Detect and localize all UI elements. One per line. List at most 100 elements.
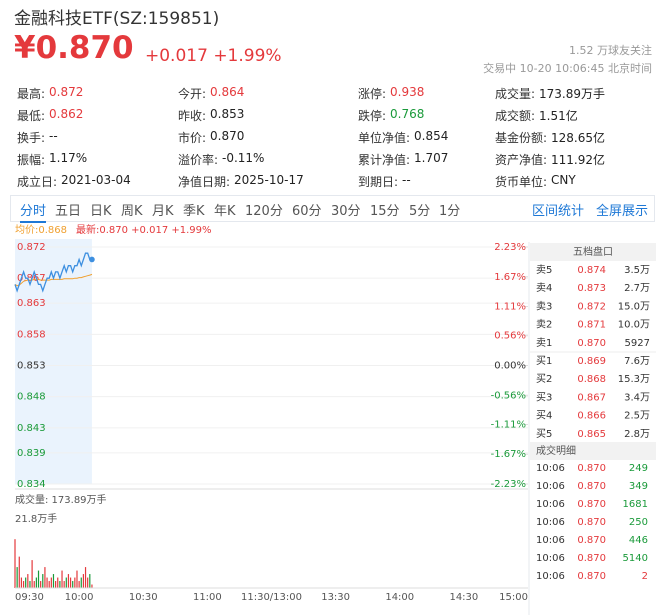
ob-side: 买1 — [536, 355, 552, 367]
stat-value: 1.707 — [414, 151, 449, 165]
volume-max: 21.8万手 — [15, 512, 57, 525]
ob-volume: 5927 — [625, 338, 650, 349]
ob-volume: 2.8万 — [624, 429, 650, 440]
volume-bar — [87, 577, 89, 588]
x-tick-label: 09:30 — [15, 592, 44, 603]
ob-side: 买2 — [536, 373, 552, 385]
stat-value: 0.938 — [390, 85, 425, 99]
x-tick-label: 11:30/13:00 — [241, 592, 302, 603]
y2-tick-label: 0.56% — [494, 331, 526, 342]
ob-price: 0.865 — [577, 429, 606, 440]
x-tick-label: 14:00 — [385, 592, 414, 603]
tab[interactable]: 月K — [152, 204, 174, 219]
y2-tick-label: -2.23% — [491, 479, 526, 490]
stat-value: 0.862 — [49, 107, 84, 121]
ob-price: 0.871 — [577, 320, 606, 331]
tab[interactable]: 1分 — [439, 204, 461, 219]
stat-value: 0.853 — [210, 107, 245, 121]
trade-volume: 446 — [629, 535, 648, 546]
volume-bar — [80, 577, 82, 588]
followers[interactable]: 1.52 万球友关注 — [569, 44, 652, 57]
trade-time: 10:06 — [536, 481, 565, 492]
tab[interactable]: 15分 — [370, 204, 400, 219]
trade-price: 0.870 — [577, 481, 606, 492]
ob-volume: 2.5万 — [624, 411, 650, 422]
tab[interactable]: 日K — [90, 204, 112, 219]
ob-side: 卖5 — [536, 264, 552, 276]
trade-time: 10:06 — [536, 517, 565, 528]
tab[interactable]: 分时 — [20, 200, 47, 223]
avg-label: 均价:0.868 — [15, 224, 67, 236]
tab-bar — [10, 195, 655, 222]
trade-time: 10:06 — [536, 499, 565, 510]
change: +0.017 +1.99% — [145, 46, 282, 66]
stat-value: 0.872 — [49, 85, 84, 99]
ob-price: 0.874 — [577, 265, 606, 276]
volume-bar — [59, 581, 61, 588]
volume-bar — [72, 581, 74, 588]
stat-value: 0.854 — [414, 129, 449, 143]
ob-volume: 15.0万 — [618, 301, 650, 312]
volume-bar — [25, 577, 27, 588]
volume-bar — [84, 567, 87, 588]
stat-label: 最高: — [17, 87, 46, 101]
ob-header — [530, 243, 656, 261]
trade-price: 0.870 — [577, 517, 606, 528]
volume-bar — [46, 577, 48, 588]
x-tick-label: 13:30 — [321, 592, 350, 603]
ob-price: 0.866 — [577, 411, 606, 422]
trade-volume: 2 — [642, 571, 648, 582]
volume-bar — [48, 581, 50, 588]
trade-price: 0.870 — [577, 499, 606, 510]
stat-label: 到期日: — [358, 175, 399, 189]
tab[interactable]: 年K — [214, 204, 236, 219]
y2-tick-label: 1.67% — [494, 272, 526, 283]
volume-bar — [76, 570, 78, 588]
tab[interactable]: 120分 — [245, 204, 283, 219]
volume-bar — [65, 577, 67, 588]
tab[interactable]: 5分 — [409, 204, 431, 219]
trades-title: 成交明细 — [536, 444, 576, 457]
volume-label: 成交量: 173.89万手 — [15, 493, 107, 506]
volume-bar — [42, 574, 44, 588]
stat-label: 资产净值: — [495, 153, 548, 167]
ob-volume: 7.6万 — [624, 356, 650, 367]
tab[interactable]: 60分 — [292, 204, 322, 219]
volume-bar — [31, 560, 33, 588]
x-tick-label: 10:30 — [129, 592, 158, 603]
ob-side: 卖3 — [536, 300, 552, 312]
y-tick-label: 0.853 — [17, 361, 46, 372]
y-tick-label: 0.858 — [17, 329, 46, 340]
y-tick-label: 0.839 — [17, 448, 46, 459]
price: ¥0.870 — [14, 30, 134, 66]
stat-value: 111.92亿 — [551, 153, 605, 167]
trade-time: 10:06 — [536, 571, 565, 582]
stat-label: 换手: — [17, 131, 46, 145]
volume-bar — [37, 570, 40, 588]
stat-value: 1.51亿 — [539, 109, 578, 123]
y-tick-label: 0.848 — [17, 392, 46, 403]
volume-bar — [55, 581, 57, 588]
ob-side: 卖2 — [536, 319, 552, 331]
tab-action[interactable]: 全屏展示 — [596, 204, 649, 219]
stat-value: 173.89万手 — [539, 87, 605, 101]
trade-time: 10:06 — [536, 463, 565, 474]
tab[interactable]: 周K — [121, 204, 143, 219]
status: 交易中 10-20 10:06:45 北京时间 — [483, 62, 652, 75]
trade-price: 0.870 — [577, 535, 606, 546]
volume-bar — [61, 570, 63, 588]
tab[interactable]: 30分 — [331, 204, 361, 219]
trade-time: 10:06 — [536, 553, 565, 564]
ob-price: 0.870 — [577, 338, 606, 349]
last-dot — [89, 256, 95, 263]
tab[interactable]: 季K — [183, 204, 205, 219]
tab-action[interactable]: 区间统计 — [532, 204, 585, 219]
ob-side: 卖4 — [536, 282, 552, 294]
ob-price: 0.867 — [577, 392, 606, 403]
volume-bar — [63, 581, 65, 588]
volume-bar — [35, 577, 37, 588]
tab[interactable]: 五日 — [55, 204, 82, 219]
stat-label: 跌停: — [358, 109, 387, 123]
volume-bar — [22, 581, 25, 588]
stat-label: 涨停: — [358, 87, 387, 101]
